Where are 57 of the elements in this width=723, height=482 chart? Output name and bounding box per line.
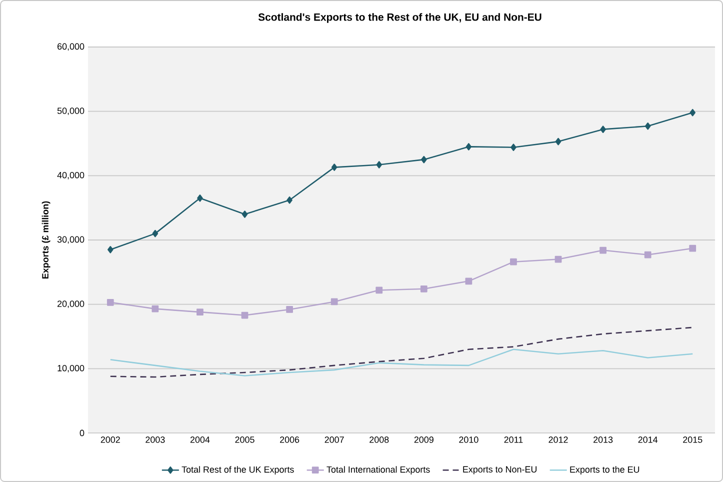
x-tick-label: 2010 — [459, 436, 478, 443]
x-tick-label: 2009 — [414, 436, 434, 443]
point — [510, 144, 516, 151]
legend-label: Exports to the EU — [570, 466, 640, 474]
y-tick-label: 50,000 — [57, 108, 84, 116]
point — [286, 306, 293, 313]
point — [689, 244, 696, 252]
point — [644, 251, 652, 258]
y-tick-label: 20,000 — [58, 300, 84, 308]
y-axis-title: Exports (£ million) — [42, 201, 50, 278]
point — [376, 286, 383, 294]
x-tick-label: 2011 — [504, 436, 523, 443]
x-tick-label: 2004 — [190, 436, 210, 443]
x-tick-label: 2015 — [683, 436, 702, 443]
point — [644, 122, 651, 130]
x-tick-label: 2005 — [235, 436, 254, 443]
point — [466, 143, 472, 150]
x-tick-label: 2013 — [594, 436, 613, 443]
point — [420, 285, 428, 292]
point — [286, 196, 292, 204]
point — [330, 298, 338, 306]
x-tick-label: 2002 — [100, 436, 120, 443]
point — [242, 210, 248, 218]
x-tick-label: 2014 — [638, 436, 658, 443]
point — [196, 308, 204, 316]
point — [331, 164, 338, 171]
point — [510, 258, 517, 266]
x-tick-label: 2003 — [146, 436, 165, 443]
line-series — [110, 326, 694, 378]
point — [376, 161, 382, 168]
y-tick-label: 30,000 — [57, 236, 84, 244]
point — [152, 305, 159, 312]
y-tick-label: 60,000 — [58, 43, 84, 51]
point — [106, 298, 114, 306]
point — [600, 246, 606, 254]
point — [555, 138, 562, 146]
point — [241, 312, 248, 319]
legend-label: Total Rest of the UK Exports — [182, 466, 294, 474]
y-tick-label: 40,000 — [57, 172, 84, 180]
x-tick-label: 2008 — [370, 436, 389, 443]
point — [690, 108, 696, 116]
point — [197, 194, 203, 202]
point — [465, 278, 472, 285]
point — [421, 156, 427, 164]
line-series — [110, 348, 694, 376]
point — [600, 126, 606, 133]
y-tick-label: 10,000 — [58, 364, 84, 372]
legend-label: Exports to Non-EU — [463, 466, 536, 474]
x-tick-label: 2006 — [280, 436, 300, 443]
y-tick-label: 0 — [80, 430, 84, 436]
point — [108, 246, 114, 254]
chart-title: Scotland's Exports to the Rest of the UK, EU and Non-EU — [258, 13, 542, 23]
x-tick-label: 2007 — [324, 436, 344, 443]
point — [554, 256, 562, 263]
point — [152, 230, 158, 238]
legend-label: Total International Exports — [326, 466, 430, 474]
x-tick-label: 2012 — [548, 436, 568, 443]
